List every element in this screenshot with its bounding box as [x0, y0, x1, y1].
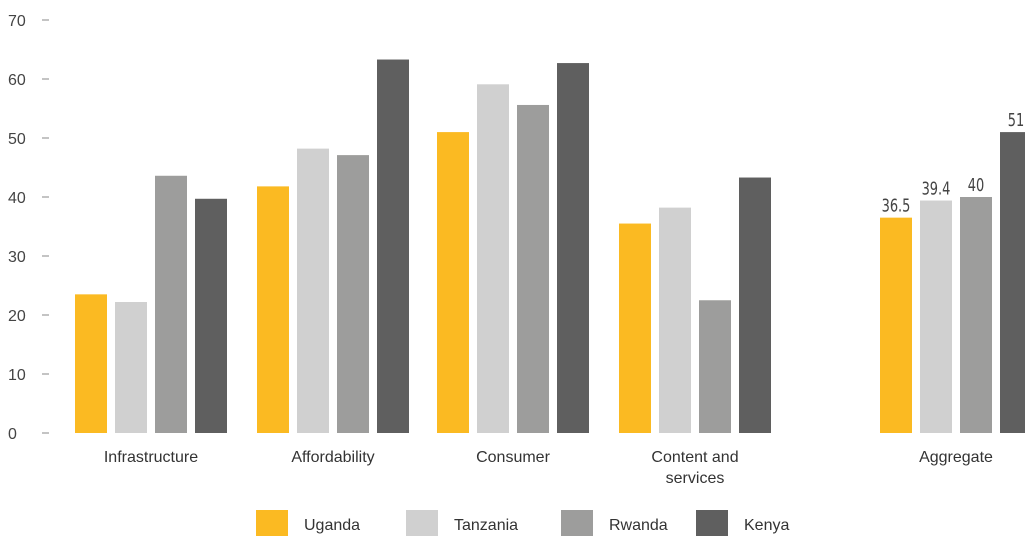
x-tick-label: Infrastructure: [104, 449, 198, 466]
y-axis: 0 10 20 30 40 50 60 70: [8, 13, 49, 443]
legend-label-tanzania: Tanzania: [454, 517, 518, 534]
y-tick-label: 0: [8, 426, 17, 443]
bar-tanzania-0: [115, 302, 147, 433]
bar-kenya-2: [557, 63, 589, 433]
bar-kenya-1: [377, 59, 409, 433]
bar-rwanda-2: [517, 104, 549, 434]
data-label: 51: [1008, 109, 1024, 131]
bar-tanzania-3: [659, 207, 691, 433]
bar-kenya-4: [1000, 132, 1025, 433]
data-label: 39.4: [922, 177, 951, 199]
bar-rwanda-3: [699, 300, 731, 433]
legend-label-kenya: Kenya: [744, 517, 789, 534]
bar-tanzania-1: [297, 148, 329, 433]
y-tick-label: 30: [8, 249, 26, 266]
bar-kenya-0: [195, 198, 227, 433]
bar-rwanda-0: [155, 175, 187, 433]
y-tick-label: 70: [8, 13, 26, 30]
y-tick-label: 10: [8, 367, 26, 384]
x-tick-label: services: [666, 470, 725, 487]
legend-swatch-tanzania: [406, 510, 438, 536]
y-tick-label: 40: [8, 190, 26, 207]
bar-rwanda-1: [337, 155, 369, 434]
x-tick-label: Content and: [651, 449, 738, 466]
x-tick-label: Consumer: [476, 449, 550, 466]
bar-uganda-3: [619, 223, 651, 433]
legend-label-rwanda: Rwanda: [609, 517, 668, 534]
bar-uganda-0: [75, 294, 107, 433]
x-tick-label: Affordability: [291, 449, 374, 466]
data-label: 36.5: [882, 194, 911, 216]
x-axis-labels: Infrastructure Affordability Consumer Conte…: [104, 449, 993, 487]
bars: [75, 59, 1025, 434]
y-tick-label: 60: [8, 72, 26, 89]
legend-swatch-kenya: [696, 510, 728, 536]
bar-kenya-3: [739, 177, 771, 433]
bar-tanzania-4: [920, 200, 952, 433]
bar-tanzania-2: [477, 84, 509, 433]
data-labels: 36.5 39.4 40 51: [882, 109, 1025, 216]
x-tick-label: Aggregate: [919, 449, 993, 466]
legend: Uganda Tanzania Rwanda Kenya: [256, 510, 789, 536]
bar-uganda-4: [880, 217, 912, 433]
bar-uganda-1: [257, 186, 289, 433]
bar-uganda-2: [437, 132, 469, 433]
legend-swatch-uganda: [256, 510, 288, 536]
bar-rwanda-4: [960, 197, 992, 433]
legend-label-uganda: Uganda: [304, 517, 360, 534]
y-tick-label: 50: [8, 131, 26, 148]
legend-swatch-rwanda: [561, 510, 593, 536]
y-tick-label: 20: [8, 308, 26, 325]
data-label: 40: [968, 174, 984, 196]
